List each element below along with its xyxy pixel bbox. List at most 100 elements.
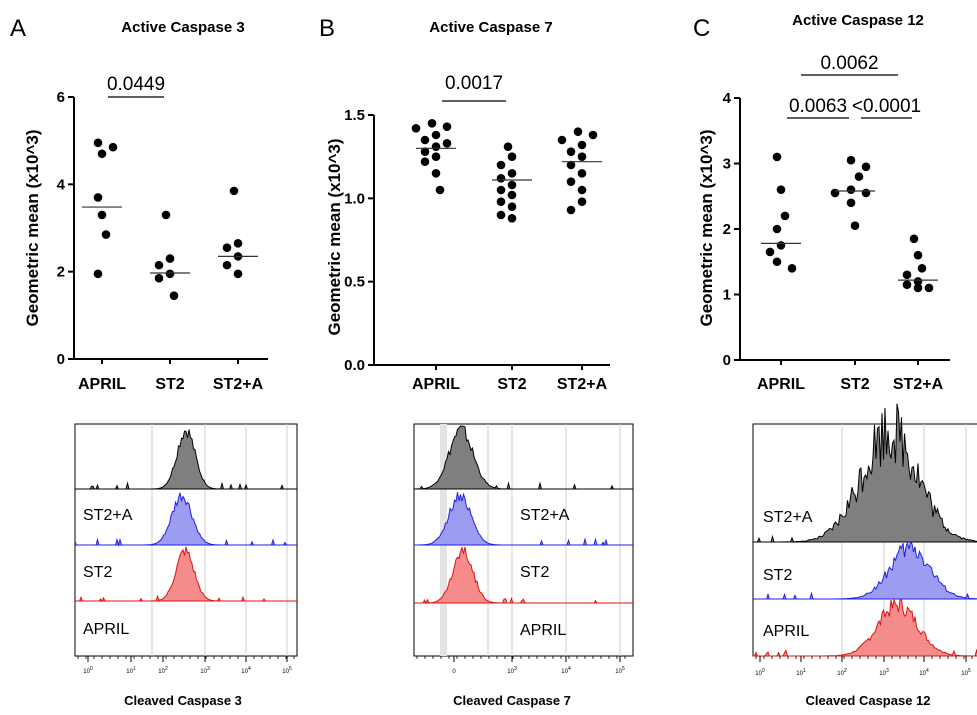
y-tick-label: 1.0 (344, 190, 365, 207)
data-point (507, 190, 517, 200)
data-point (161, 210, 171, 220)
y-tick-label: 2 (723, 221, 731, 238)
y-tick-label: 2 (57, 264, 65, 281)
histogram-decade-label: 105 (961, 668, 971, 677)
x-tick-label: ST2+A (213, 376, 264, 393)
data-point (913, 250, 923, 260)
data-point (496, 160, 506, 170)
data-point (169, 291, 179, 300)
data-point (846, 198, 856, 208)
data-point (233, 238, 243, 248)
histogram-row-label: ST2 (83, 564, 112, 581)
data-point (577, 152, 587, 161)
data-point (850, 221, 860, 231)
y-tick-label: 0 (723, 352, 731, 369)
data-point (496, 185, 506, 195)
data-point (854, 172, 864, 181)
histogram-row-label: APRIL (83, 621, 129, 638)
data-point (496, 197, 506, 206)
data-point (577, 169, 587, 178)
data-point (165, 269, 175, 279)
histogram-decade-label: 101 (796, 668, 806, 677)
histogram-fill-st2plusa (753, 403, 977, 542)
data-point (577, 185, 587, 195)
histogram-trace-st2plusa (752, 403, 977, 543)
histogram-decade-label: 104 (561, 666, 571, 675)
y-tick-label: 0 (57, 351, 65, 368)
histogram-decade-label: 103 (200, 666, 210, 675)
data-point (101, 230, 111, 239)
data-point (93, 269, 103, 279)
data-point (431, 169, 441, 178)
y-axis-label: Geometric mean (x10^3) (325, 138, 344, 335)
data-point (507, 214, 517, 223)
histogram-x-title: Cleaved Caspase 12 (805, 693, 930, 708)
data-point (507, 152, 517, 161)
p-value-label: 0.0063 (789, 96, 847, 117)
y-tick-label: 0.5 (344, 274, 365, 291)
data-point (507, 169, 517, 178)
histogram-fill-st2plusa (75, 429, 297, 489)
data-point (431, 142, 441, 151)
histogram-fill-st2plusa (414, 426, 633, 489)
histogram-fill-april (414, 546, 633, 603)
histogram-x-title: Cleaved Caspase 7 (453, 693, 571, 708)
panel-c: C Active Caspase 12 Geometric mean (x10^3)… (693, 12, 977, 708)
panel-label: A (10, 15, 26, 42)
histogram-row-label: ST2 (763, 567, 792, 584)
x-tick-label: ST2+A (893, 376, 944, 393)
y-axis-label: Geometric mean (x10^3) (23, 129, 42, 326)
histogram-x-title: Cleaved Caspase 3 (124, 693, 242, 708)
y-tick-label: 1.5 (344, 107, 365, 124)
data-point (902, 280, 912, 289)
x-tick-label: ST2 (497, 376, 526, 393)
histogram-row-label: ST2+A (763, 509, 813, 526)
data-point (503, 142, 513, 151)
data-point (772, 257, 782, 267)
data-point (233, 269, 243, 279)
histogram-fill-april (75, 546, 297, 601)
data-point (108, 142, 118, 152)
data-point (496, 210, 506, 220)
data-point (507, 202, 517, 211)
histogram: ST2+A ST2 APRIL 0 103 104 105 Cleaved Caspase 7 (413, 423, 634, 708)
panel-a: A Active Caspase 3 Geometric mean (x10^3) 0… (10, 15, 298, 708)
data-point (846, 155, 856, 165)
data-point (229, 186, 239, 196)
data-point (787, 264, 797, 273)
histogram-decade-label: 104 (241, 666, 251, 675)
chart-title: Active Caspase 12 (792, 12, 924, 29)
x-tick-label: APRIL (78, 376, 126, 393)
data-point (913, 283, 923, 293)
data-point (566, 177, 576, 186)
data-point (566, 160, 576, 170)
histogram-decade-label: 103 (879, 668, 889, 677)
data-point (431, 152, 441, 161)
histogram-decade-label: 102 (837, 668, 847, 677)
histogram-row-label: APRIL (520, 622, 566, 639)
data-point (427, 119, 437, 128)
histogram-decade-label: 0 (452, 669, 456, 675)
data-point (765, 247, 775, 257)
histogram-row-label: ST2+A (520, 507, 570, 524)
data-point (566, 205, 576, 215)
data-point (861, 162, 871, 172)
p-value-label: 0.0062 (820, 53, 878, 74)
histogram: ST2+A ST2 APRIL 100 101 102 103 104 105 Cleaved C… (74, 423, 298, 708)
data-point (776, 185, 786, 194)
data-point (154, 260, 164, 270)
y-tick-label: 4 (57, 176, 66, 193)
histogram-decade-label: 104 (919, 668, 929, 677)
data-point (772, 224, 782, 234)
data-point (165, 254, 175, 263)
histogram-decade-label: 102 (158, 666, 168, 675)
data-point (93, 138, 103, 148)
y-tick-label: 4 (723, 90, 732, 107)
histogram: ST2+A ST2 APRIL 100 101 102 103 104 105 Cleaved C… (752, 403, 977, 708)
histogram-decade-label: 100 (83, 666, 93, 675)
p-value-label: <0.0001 (852, 96, 921, 117)
data-point (154, 273, 164, 283)
histogram-row-label: APRIL (763, 623, 809, 640)
y-tick-label: 3 (723, 156, 731, 173)
